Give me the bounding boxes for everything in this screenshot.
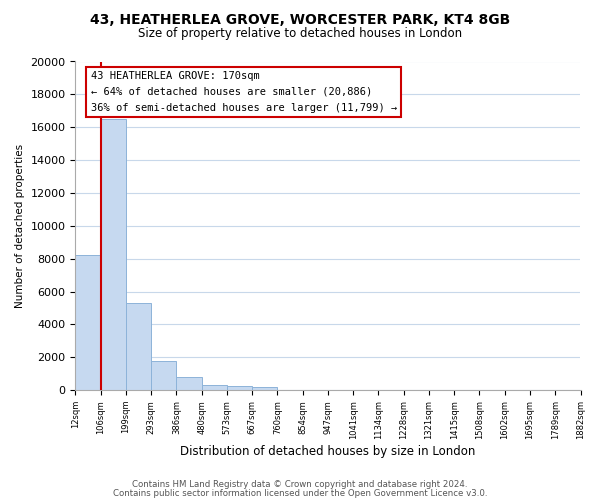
- Bar: [252, 387, 277, 390]
- Text: Size of property relative to detached houses in London: Size of property relative to detached ho…: [138, 28, 462, 40]
- Text: 43, HEATHERLEA GROVE, WORCESTER PARK, KT4 8GB: 43, HEATHERLEA GROVE, WORCESTER PARK, KT…: [90, 12, 510, 26]
- Bar: [176, 377, 202, 390]
- Y-axis label: Number of detached properties: Number of detached properties: [15, 144, 25, 308]
- X-axis label: Distribution of detached houses by size in London: Distribution of detached houses by size …: [180, 444, 476, 458]
- Bar: [101, 119, 126, 390]
- Text: Contains public sector information licensed under the Open Government Licence v3: Contains public sector information licen…: [113, 488, 487, 498]
- Bar: [202, 385, 227, 390]
- Bar: [151, 362, 176, 390]
- Bar: [76, 256, 101, 390]
- Text: 43 HEATHERLEA GROVE: 170sqm
← 64% of detached houses are smaller (20,886)
36% of: 43 HEATHERLEA GROVE: 170sqm ← 64% of det…: [91, 72, 397, 112]
- Text: Contains HM Land Registry data © Crown copyright and database right 2024.: Contains HM Land Registry data © Crown c…: [132, 480, 468, 489]
- Bar: [227, 386, 252, 390]
- Bar: [126, 303, 151, 390]
